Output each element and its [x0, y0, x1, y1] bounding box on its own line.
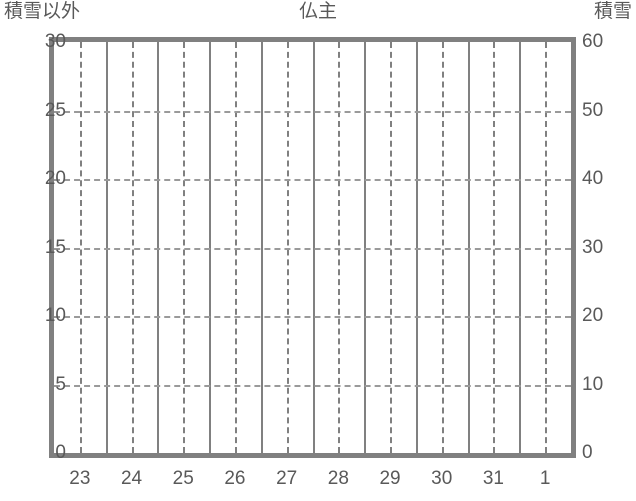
right-axis-tick-label: 40 [582, 168, 604, 189]
left-axis-tick-label: 10 [44, 305, 66, 326]
right-axis-tick-label: 60 [582, 31, 604, 52]
x-axis-tick-label: 29 [379, 468, 401, 489]
x-axis-tick-label: 1 [539, 468, 551, 489]
left-axis-heading: 積雪以外 [4, 1, 81, 22]
gridline-horizontal [54, 110, 571, 113]
gridline-horizontal [54, 316, 571, 318]
x-axis-tick-label: 26 [224, 468, 246, 489]
x-axis-tick-label: 31 [482, 468, 505, 489]
plot-grid [54, 42, 571, 453]
left-axis-tick-label: 25 [44, 99, 66, 121]
left-axis-tick-label: 30 [44, 31, 66, 52]
gridline-horizontal [54, 247, 571, 250]
plot-area [49, 37, 576, 458]
x-axis-tick-label: 23 [69, 468, 91, 489]
x-axis-tick-label: 25 [172, 468, 194, 489]
chart-title: 仏主 [298, 1, 337, 22]
gridline-horizontal [54, 179, 571, 181]
x-axis-tick-label: 27 [276, 468, 298, 489]
left-axis-tick-label: 5 [55, 373, 66, 395]
right-axis-tick-label: 10 [582, 373, 604, 395]
x-axis-tick-label: 30 [431, 468, 453, 489]
right-axis-tick-label: 50 [582, 99, 604, 121]
gridline-horizontal [54, 384, 571, 387]
x-axis-tick-label: 24 [120, 468, 143, 489]
right-axis-tick-label: 30 [582, 236, 604, 258]
left-axis-tick-label: 20 [44, 168, 66, 189]
right-axis-heading: 積雪 [593, 1, 632, 22]
right-axis-tick-label: 20 [582, 305, 604, 326]
x-axis-tick-label: 28 [327, 468, 349, 489]
left-axis-tick-label: 0 [55, 442, 66, 463]
left-axis-tick-label: 15 [44, 236, 66, 258]
right-axis-tick-label: 0 [582, 442, 593, 463]
